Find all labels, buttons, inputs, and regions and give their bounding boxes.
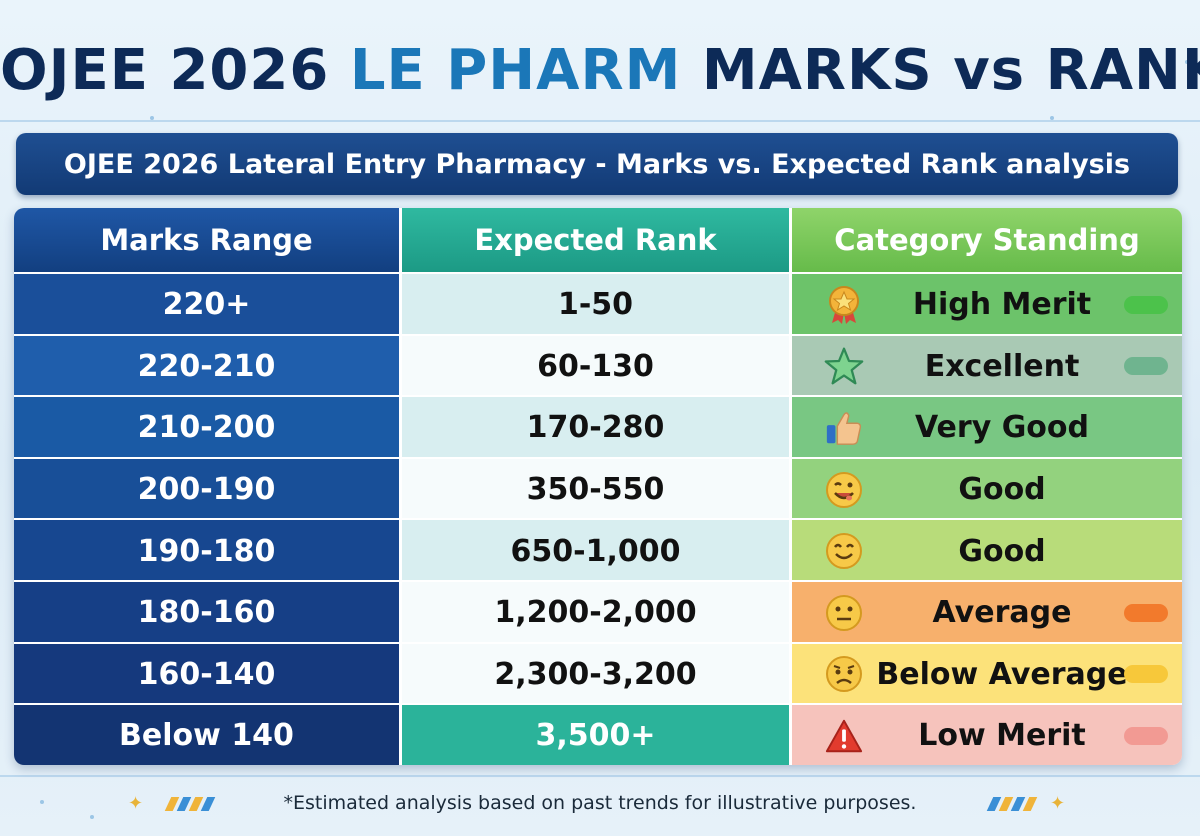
header-marks-range: Marks Range xyxy=(14,208,402,272)
category-standing-cell: Good xyxy=(792,520,1182,582)
marks-range-cell: 180-160 xyxy=(14,582,402,644)
subtitle-text: OJEE 2026 Lateral Entry Pharmacy - Marks… xyxy=(63,148,1131,180)
status-pill xyxy=(1124,603,1168,622)
thumbs-up-icon xyxy=(824,408,864,448)
category-label: Very Good xyxy=(914,410,1090,446)
marks-range-cell: 200-190 xyxy=(14,458,402,521)
smiley-icon xyxy=(824,531,864,571)
table-row: 160-140 2,300-3,200 Below Average xyxy=(14,641,1182,706)
sparkle-icon: ✦ xyxy=(1050,793,1066,814)
marks-range-cell: 160-140 xyxy=(14,643,402,706)
category-standing-cell: Average xyxy=(792,582,1182,644)
warning-icon xyxy=(824,716,864,756)
table-row: 220-210 60-130 Excellent xyxy=(14,333,1182,398)
category-standing-cell: Below Average xyxy=(792,643,1182,706)
table-row: 210-200 170-280 Very Good xyxy=(14,395,1182,459)
status-pill xyxy=(1124,295,1168,314)
expected-rank-cell: 3,500+ xyxy=(402,705,792,765)
category-standing-cell: Excellent xyxy=(792,335,1182,398)
medal-icon xyxy=(824,285,864,325)
status-pill xyxy=(1124,357,1168,376)
marks-range-cell: Below 140 xyxy=(14,705,402,765)
footnote: *Estimated analysis based on past trends… xyxy=(283,792,917,814)
category-standing-cell: Good xyxy=(792,458,1182,521)
decorative-dot xyxy=(90,815,94,819)
header-expected-rank: Expected Rank xyxy=(402,208,792,272)
expected-rank-cell: 1,200-2,000 xyxy=(402,582,792,644)
subtitle-banner: OJEE 2026 Lateral Entry Pharmacy - Marks… xyxy=(16,133,1178,195)
category-label: Good xyxy=(958,472,1046,508)
decorative-dot xyxy=(150,116,154,120)
title-part-1: OJEE 2026 xyxy=(0,38,350,103)
category-label: Good xyxy=(958,533,1046,569)
decorative-line xyxy=(0,120,1200,122)
expected-rank-cell: 1-50 xyxy=(402,274,792,336)
expected-rank-cell: 350-550 xyxy=(402,458,792,521)
status-pill xyxy=(1124,665,1168,684)
table-row: Below 140 3,500+ Low Merit xyxy=(14,703,1182,765)
category-label: High Merit xyxy=(912,287,1092,323)
neutral-face-icon xyxy=(824,593,864,633)
marks-range-cell: 220+ xyxy=(14,274,402,336)
marks-range-cell: 220-210 xyxy=(14,335,402,398)
title-accent: LE PHARM xyxy=(349,38,682,103)
expected-rank-cell: 60-130 xyxy=(402,335,792,398)
smiley-wink-icon xyxy=(824,470,864,510)
worried-face-icon xyxy=(824,654,864,694)
title-part-2: MARKS vs RANK xyxy=(681,38,1200,103)
category-label: Average xyxy=(932,595,1072,631)
marks-range-cell: 210-200 xyxy=(14,397,402,459)
decorative-dot xyxy=(40,800,44,804)
table-header-row: Marks Range Expected Rank Category Stand… xyxy=(14,208,1182,272)
decorative-dot xyxy=(1050,116,1054,120)
marks-range-cell: 190-180 xyxy=(14,520,402,582)
table-row: 190-180 650-1,000 Good xyxy=(14,518,1182,582)
stripe-decoration xyxy=(986,797,1038,811)
decorative-dot xyxy=(1185,60,1189,64)
expected-rank-cell: 170-280 xyxy=(402,397,792,459)
status-pill xyxy=(1124,726,1168,745)
header-category-standing: Category Standing xyxy=(792,208,1182,272)
category-standing-cell: Low Merit xyxy=(792,705,1182,765)
expected-rank-cell: 2,300-3,200 xyxy=(402,643,792,706)
table-row: 180-160 1,200-2,000 Average xyxy=(14,580,1182,644)
page-title: OJEE 2026 LE PHARM MARKS vs RANK xyxy=(0,38,1200,103)
table-row: 220+ 1-50 High Merit xyxy=(14,272,1182,336)
category-standing-cell: Very Good xyxy=(792,397,1182,459)
marks-rank-table: Marks Range Expected Rank Category Stand… xyxy=(14,208,1182,765)
category-label: Below Average xyxy=(876,656,1128,692)
category-label: Low Merit xyxy=(918,718,1086,754)
table-row: 200-190 350-550 Good xyxy=(14,456,1182,521)
star-icon xyxy=(824,346,864,386)
expected-rank-cell: 650-1,000 xyxy=(402,520,792,582)
sparkle-icon: ✦ xyxy=(128,793,144,814)
category-standing-cell: High Merit xyxy=(792,274,1182,336)
decorative-line xyxy=(0,775,1200,777)
category-label: Excellent xyxy=(924,348,1080,384)
